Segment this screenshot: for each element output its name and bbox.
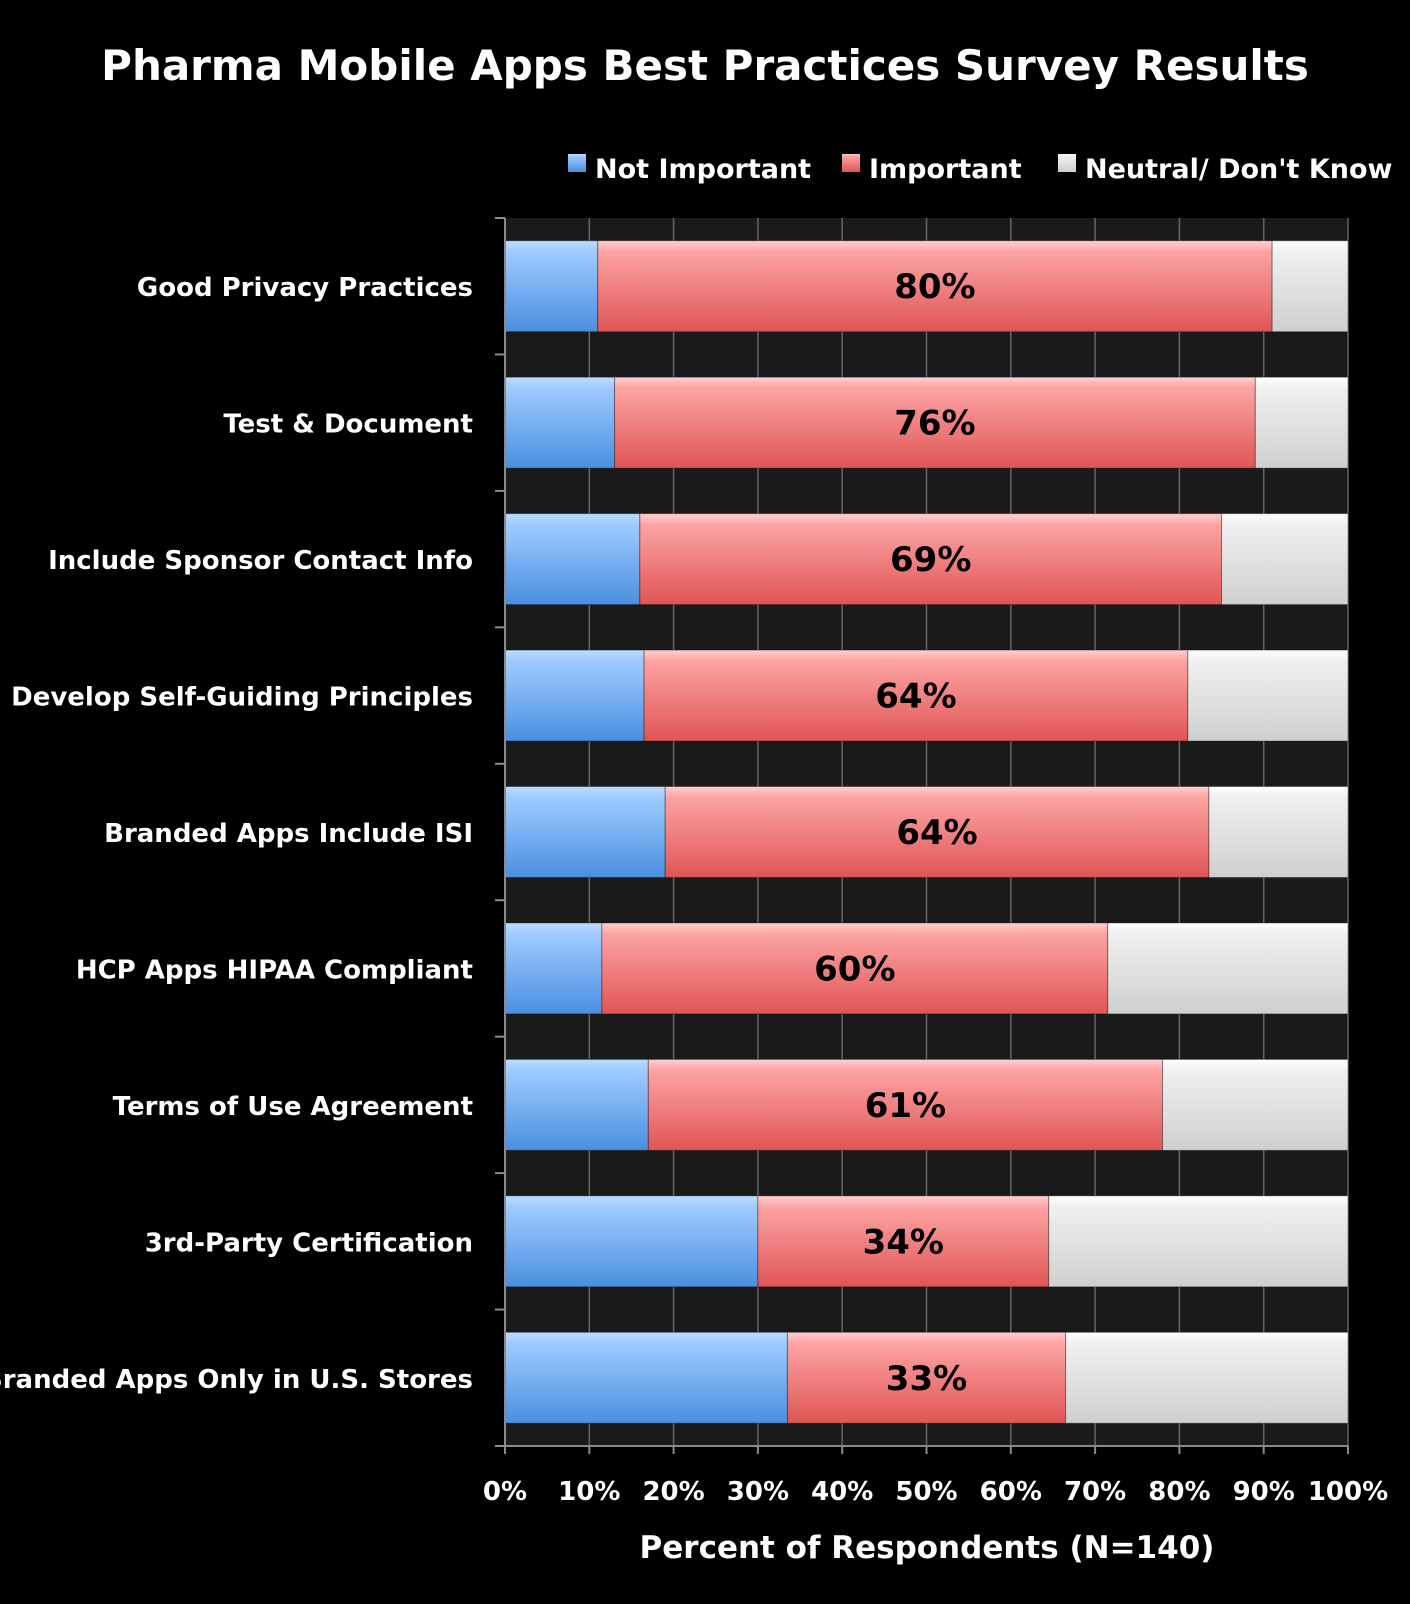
bar-important-good-privacy-practices	[597, 240, 1273, 333]
legend-label-not-important: Not Important	[595, 154, 811, 185]
data-label-3rd-party-certification: 34%	[863, 1222, 944, 1262]
bar-neutral-don-t-know-test-document	[1254, 376, 1349, 469]
bar-important-branded-apps-only-in-u-s-stores	[786, 1331, 1067, 1424]
x-tick-label: 20%	[642, 1477, 704, 1507]
x-tick-label: 0%	[483, 1477, 527, 1507]
bar-not-important-hcp-apps-hipaa-compliant	[504, 922, 603, 1015]
x-tick-label: 90%	[1233, 1477, 1295, 1507]
x-tick-label: 70%	[1064, 1477, 1126, 1507]
data-label-terms-of-use-agreement: 61%	[865, 1086, 946, 1126]
bar-important-3rd-party-certification	[757, 1195, 1050, 1288]
x-tick-label: 10%	[558, 1477, 620, 1507]
bar-neutral-don-t-know-terms-of-use-agreement	[1162, 1058, 1349, 1151]
legend-swatch-neutral-don-t-know	[1058, 154, 1076, 172]
bar-important-develop-self-guiding-principles	[643, 649, 1189, 742]
x-axis-tick-labels: 0% 10% 20% 30% 40% 50% 60% 70% 80% 90% 100%	[483, 1477, 1388, 1507]
y-axis-labels: Good Privacy Practices Test & Document Inc…	[0, 273, 473, 1395]
legend: Not Important Important Neutral/ Don't Kno…	[568, 154, 1392, 185]
x-tick-label: 60%	[980, 1477, 1042, 1507]
bar-neutral-don-t-know-good-privacy-practices	[1271, 240, 1349, 333]
data-label-include-sponsor-contact-info: 69%	[890, 540, 971, 580]
bar-neutral-don-t-know-hcp-apps-hipaa-compliant	[1107, 922, 1349, 1015]
data-label-hcp-apps-hipaa-compliant: 60%	[814, 949, 895, 989]
bar-neutral-don-t-know-branded-apps-include-isi	[1208, 786, 1349, 878]
bar-not-important-3rd-party-certification	[504, 1195, 759, 1288]
bar-not-important-test-document	[504, 376, 616, 469]
data-label-branded-apps-only-in-u-s-stores: 33%	[886, 1359, 967, 1399]
legend-swatch-not-important	[568, 154, 586, 172]
y-label-good-privacy-practices: Good Privacy Practices	[137, 273, 473, 303]
y-label-test-document: Test & Document	[223, 410, 473, 440]
bar-not-important-good-privacy-practices	[504, 240, 599, 333]
y-label-3rd-party-certification: 3rd-Party Certification	[145, 1228, 473, 1258]
bar-neutral-don-t-know-branded-apps-only-in-u-s-stores	[1065, 1331, 1349, 1424]
x-tick-label: 40%	[811, 1477, 873, 1507]
legend-label-neutral-don-t-know: Neutral/ Don't Know	[1085, 154, 1392, 185]
y-label-hcp-apps-hipaa-compliant: HCP Apps HIPAA Compliant	[76, 955, 473, 985]
bar-not-important-terms-of-use-agreement	[504, 1058, 649, 1151]
bar-important-terms-of-use-agreement	[647, 1058, 1164, 1151]
legend-label-important: Important	[869, 154, 1022, 185]
x-tick-label: 50%	[895, 1477, 957, 1507]
bar-important-test-document	[614, 376, 1256, 469]
bar-not-important-branded-apps-only-in-u-s-stores	[504, 1331, 788, 1424]
bar-not-important-develop-self-guiding-principles	[504, 649, 645, 742]
x-tick-label: 30%	[727, 1477, 789, 1507]
chart-title: Pharma Mobile Apps Best Practices Survey…	[101, 41, 1309, 90]
bars: 80% 76% 69% 64% 64% 60% 61% 34% 33%	[504, 240, 1349, 1424]
x-tick-label: 80%	[1148, 1477, 1210, 1507]
bar-important-include-sponsor-contact-info	[639, 513, 1223, 606]
data-label-test-document: 76%	[894, 404, 975, 444]
y-label-develop-self-guiding-principles: Develop Self-Guiding Principles	[11, 683, 473, 713]
data-label-good-privacy-practices: 80%	[894, 267, 975, 307]
bar-neutral-don-t-know-include-sponsor-contact-info	[1221, 513, 1349, 606]
bar-neutral-don-t-know-3rd-party-certification	[1048, 1195, 1349, 1288]
x-tick-label: 100%	[1308, 1477, 1388, 1507]
bar-not-important-branded-apps-include-isi	[504, 786, 666, 878]
legend-swatch-important	[842, 154, 860, 172]
bar-neutral-don-t-know-develop-self-guiding-principles	[1187, 649, 1349, 742]
y-label-include-sponsor-contact-info: Include Sponsor Contact Info	[48, 546, 473, 576]
y-label-branded-apps-include-isi: Branded Apps Include ISI	[104, 819, 473, 849]
y-label-terms-of-use-agreement: Terms of Use Agreement	[113, 1092, 473, 1122]
axes	[495, 217, 1348, 1447]
data-label-branded-apps-include-isi: 64%	[896, 813, 977, 853]
y-label-branded-apps-only-in-u-s-stores: Branded Apps Only in U.S. Stores	[0, 1365, 473, 1395]
bar-important-hcp-apps-hipaa-compliant	[601, 922, 1109, 1015]
bar-not-important-include-sponsor-contact-info	[504, 513, 641, 606]
x-axis-title: Percent of Respondents (N=140)	[640, 1530, 1215, 1566]
data-label-develop-self-guiding-principles: 64%	[875, 677, 956, 717]
